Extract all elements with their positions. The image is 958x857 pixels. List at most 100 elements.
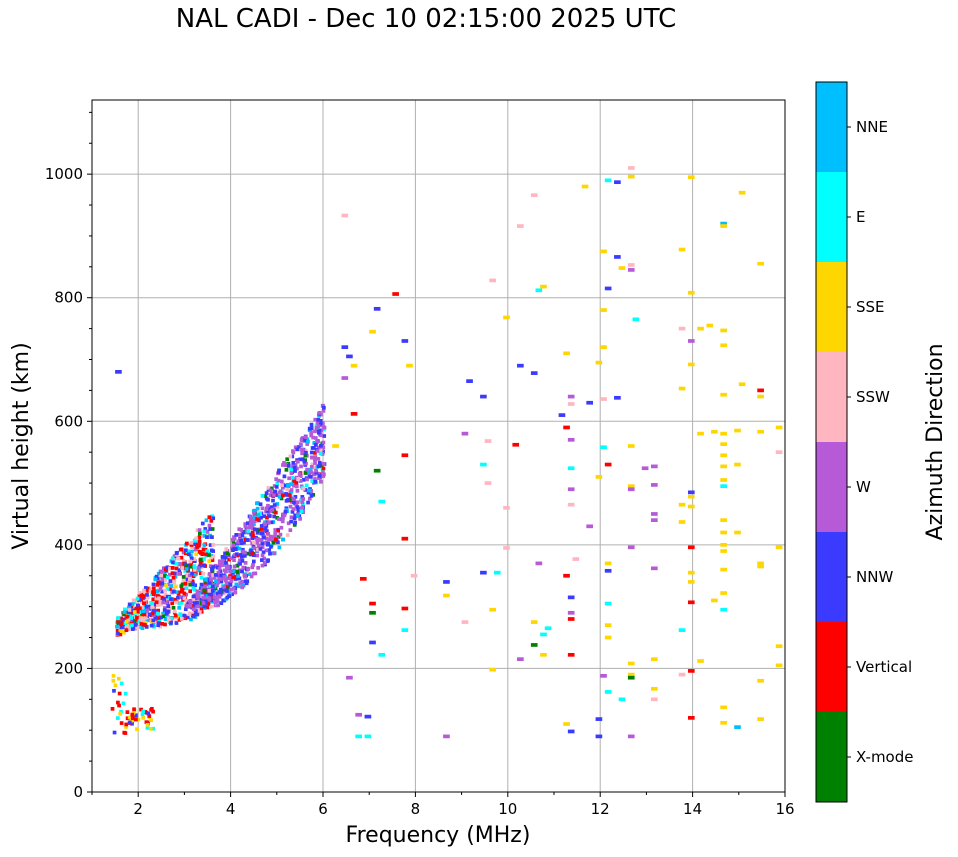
echo-point	[115, 628, 120, 633]
echo-point	[253, 519, 257, 523]
echo-point	[183, 607, 188, 612]
echo-point	[317, 428, 322, 433]
echo-point	[493, 570, 501, 575]
echo-point	[194, 536, 199, 541]
echo-point	[627, 487, 635, 492]
echo-point	[250, 551, 255, 555]
echo-point	[341, 376, 349, 380]
echo-point	[149, 586, 154, 591]
echo-point	[734, 725, 741, 729]
echo-point	[112, 688, 116, 693]
echo-point	[309, 433, 314, 438]
echo-point	[239, 541, 244, 546]
colorbar-tick-label: SSW	[856, 388, 890, 406]
echo-point	[142, 592, 146, 596]
echo-point	[255, 537, 260, 542]
echo-point	[260, 541, 265, 546]
echo-point	[216, 580, 220, 585]
x-tick-label: 8	[411, 800, 421, 818]
echo-point	[256, 543, 261, 548]
echo-point	[278, 489, 283, 494]
echo-point	[262, 514, 267, 519]
echo-point	[259, 527, 264, 531]
echo-point	[155, 582, 160, 587]
echo-point	[277, 545, 282, 550]
echo-point	[697, 659, 704, 663]
echo-point	[572, 557, 580, 561]
echo-point	[240, 585, 245, 590]
echo-point	[264, 507, 269, 512]
echo-point	[172, 580, 177, 585]
echo-point	[320, 421, 325, 426]
echo-point	[302, 477, 306, 482]
echo-point	[627, 675, 635, 680]
colorbar-tick-label: W	[856, 478, 871, 496]
echo-point	[687, 669, 695, 673]
echo-point	[298, 517, 302, 521]
echo-point	[139, 600, 144, 604]
echo-point	[287, 476, 291, 481]
echo-point	[595, 360, 603, 365]
echo-point	[263, 522, 267, 527]
echo-point	[202, 533, 207, 538]
echo-point	[138, 590, 142, 595]
echo-point	[276, 528, 281, 533]
echo-point	[251, 559, 256, 564]
echo-point	[197, 535, 202, 540]
echo-point	[292, 479, 296, 484]
echo-point	[178, 612, 182, 617]
echo-point	[179, 547, 184, 552]
echo-point	[220, 555, 225, 559]
echo-point	[150, 601, 154, 605]
echo-point	[165, 594, 170, 599]
echo-point	[219, 573, 223, 578]
echo-point	[207, 592, 212, 596]
echo-point	[517, 224, 524, 228]
echo-point	[318, 419, 323, 423]
echo-point	[757, 678, 764, 683]
echo-point	[264, 548, 269, 553]
echo-point	[212, 595, 217, 600]
echo-point	[687, 339, 695, 343]
echo-point	[204, 518, 209, 523]
echo-point	[289, 482, 293, 486]
echo-point	[296, 477, 301, 481]
colorbar-tick-label: SSE	[856, 298, 885, 316]
echo-point	[600, 397, 607, 401]
echo-point	[186, 604, 190, 608]
echo-point	[264, 536, 269, 541]
echo-point	[171, 605, 176, 610]
echo-point	[139, 593, 144, 598]
echo-point	[277, 517, 281, 521]
echo-point	[142, 588, 146, 593]
echo-point	[198, 557, 203, 562]
echo-point	[401, 536, 409, 541]
echo-point	[300, 451, 304, 456]
y-tick-label: 800	[54, 289, 83, 307]
echo-point	[734, 462, 741, 467]
echo-point	[138, 625, 143, 630]
echo-point	[155, 591, 160, 596]
echo-point	[319, 463, 324, 468]
echo-point	[174, 590, 179, 594]
echo-point	[237, 527, 242, 532]
echo-point	[187, 577, 192, 581]
echo-point	[195, 612, 200, 617]
echo-point	[535, 288, 543, 293]
echo-point	[279, 525, 284, 530]
echo-point	[530, 371, 538, 375]
echo-point	[177, 571, 181, 576]
echo-point	[567, 617, 575, 621]
echo-point	[687, 490, 695, 495]
echo-point	[275, 481, 280, 486]
echo-point	[233, 547, 238, 551]
echo-point	[145, 592, 149, 597]
echo-point	[179, 595, 184, 600]
echo-point	[307, 474, 312, 479]
echo-point	[122, 618, 126, 623]
grid	[92, 100, 786, 793]
echo-point	[350, 412, 358, 416]
echo-point	[193, 611, 198, 615]
echo-point	[369, 601, 376, 606]
echo-point	[246, 567, 251, 571]
